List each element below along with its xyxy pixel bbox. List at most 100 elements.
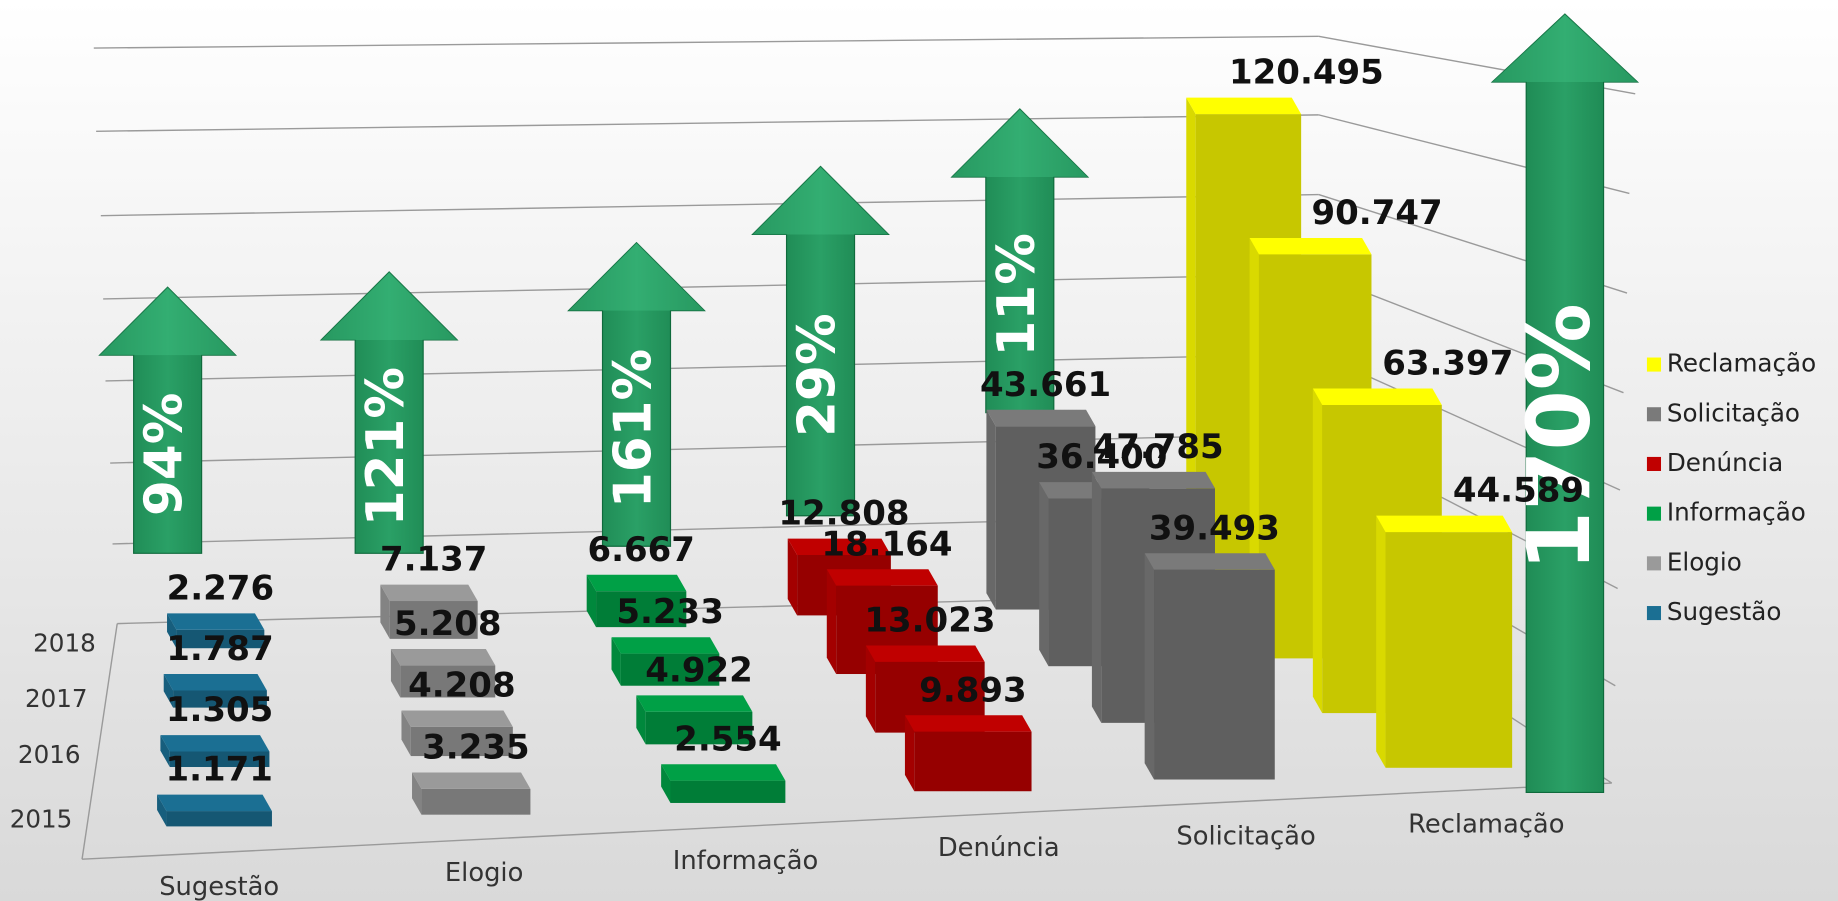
bar-top xyxy=(412,772,531,789)
bar-top xyxy=(160,735,270,752)
bar-front xyxy=(389,601,478,639)
bar-top xyxy=(865,645,985,662)
growth-label: 161% xyxy=(604,349,664,508)
legend-swatch xyxy=(1646,407,1662,422)
growth-arrow xyxy=(1490,13,1640,793)
bar xyxy=(390,649,496,698)
bar-top xyxy=(611,637,720,654)
bar-front xyxy=(1385,532,1513,768)
bar-top xyxy=(661,764,786,781)
bar xyxy=(1376,515,1513,768)
bar-top xyxy=(586,574,687,592)
value-label: 1.305 xyxy=(166,690,274,730)
bar-side xyxy=(167,613,177,649)
value-label: 9.893 xyxy=(919,670,1027,710)
bar-front xyxy=(400,665,496,698)
bar-side xyxy=(904,715,915,792)
value-label: 47.785 xyxy=(1093,427,1224,467)
growth-arrow xyxy=(567,241,706,547)
value-label: 6.667 xyxy=(587,530,695,570)
value-label: 44.589 xyxy=(1453,471,1584,511)
bar-front xyxy=(410,726,513,757)
bar-top xyxy=(380,584,478,602)
value-label: 13.023 xyxy=(864,601,995,641)
value-label: 43.661 xyxy=(980,365,1111,405)
bar xyxy=(380,584,478,639)
legend-swatch xyxy=(1646,456,1662,471)
growth-label: 11% xyxy=(987,233,1047,356)
bar-top xyxy=(1186,97,1302,115)
bar-top xyxy=(826,569,938,586)
bar xyxy=(586,574,687,628)
depth-tick-label: 2016 xyxy=(18,740,81,769)
bar-side xyxy=(1312,388,1323,714)
value-label: 12.808 xyxy=(778,494,909,534)
growth-arrow xyxy=(98,286,238,554)
x-tick-label: Elogio xyxy=(445,858,523,888)
arrow-highlight xyxy=(951,109,1088,178)
bar-top xyxy=(390,649,496,666)
depth-tick-label: 2018 xyxy=(33,629,96,658)
value-label: 2.554 xyxy=(674,719,781,759)
bar-top xyxy=(1091,471,1215,489)
bar-side xyxy=(412,772,422,815)
bar-front xyxy=(421,788,531,815)
arrow-highlight xyxy=(568,242,705,311)
bar-side xyxy=(1091,471,1102,723)
legend-label: Reclamação xyxy=(1667,349,1816,378)
growth-arrow xyxy=(950,108,1090,414)
growth-arrow xyxy=(319,271,459,554)
bar-front xyxy=(914,731,1032,792)
arrow-highlight xyxy=(1492,14,1638,83)
bar-side xyxy=(826,569,837,675)
bar xyxy=(611,637,720,686)
bar-top xyxy=(986,409,1096,427)
bar-side xyxy=(661,764,671,803)
bar-side xyxy=(865,645,876,733)
x-tick-label: Informação xyxy=(673,846,819,876)
bar xyxy=(904,715,1032,792)
bar-top xyxy=(636,695,753,712)
x-tick-label: Sugestão xyxy=(159,872,279,901)
bar-front xyxy=(1154,569,1275,780)
value-label: 7.137 xyxy=(380,540,488,580)
bar-top xyxy=(787,538,891,555)
growth-label: 29% xyxy=(788,313,848,436)
bar-side xyxy=(1039,482,1049,667)
value-label: 36.400 xyxy=(1036,437,1167,477)
bar-side xyxy=(390,649,401,698)
bar xyxy=(1144,553,1275,780)
bar-top xyxy=(904,715,1032,732)
bar-top xyxy=(1144,553,1275,570)
value-label: 3.235 xyxy=(422,728,530,768)
bar-front xyxy=(166,811,272,827)
bar-front xyxy=(173,690,267,708)
legend-swatch xyxy=(1646,606,1662,621)
value-label: 18.164 xyxy=(821,524,952,564)
bar-top xyxy=(167,613,265,630)
value-label: 2.276 xyxy=(167,568,275,608)
bar xyxy=(661,764,786,803)
legend-swatch xyxy=(1646,506,1662,521)
bar-top xyxy=(401,710,513,727)
plot-area: 94% 121% 161% 29% 11% 170% 2.276 7.137 6.667 12.8… xyxy=(10,13,1816,901)
depth-tick-label: 2017 xyxy=(25,684,88,713)
bar-side xyxy=(160,735,170,768)
x-tick-label: Solicitação xyxy=(1176,821,1315,851)
bar xyxy=(401,710,513,757)
bar xyxy=(167,613,265,649)
bar-front xyxy=(645,711,753,745)
bar xyxy=(157,794,272,827)
bar-side xyxy=(401,710,411,757)
legend-label: Informação xyxy=(1667,498,1806,527)
bar-side xyxy=(163,674,174,708)
bar-front xyxy=(169,751,270,768)
bar xyxy=(163,674,267,708)
depth-tick-label: 2015 xyxy=(10,805,73,834)
x-tick-label: Reclamação xyxy=(1408,810,1564,840)
value-label: 90.747 xyxy=(1312,193,1443,233)
growth-label: 121% xyxy=(356,367,416,526)
bar-side xyxy=(1144,553,1155,780)
arrow-highlight xyxy=(752,166,889,235)
